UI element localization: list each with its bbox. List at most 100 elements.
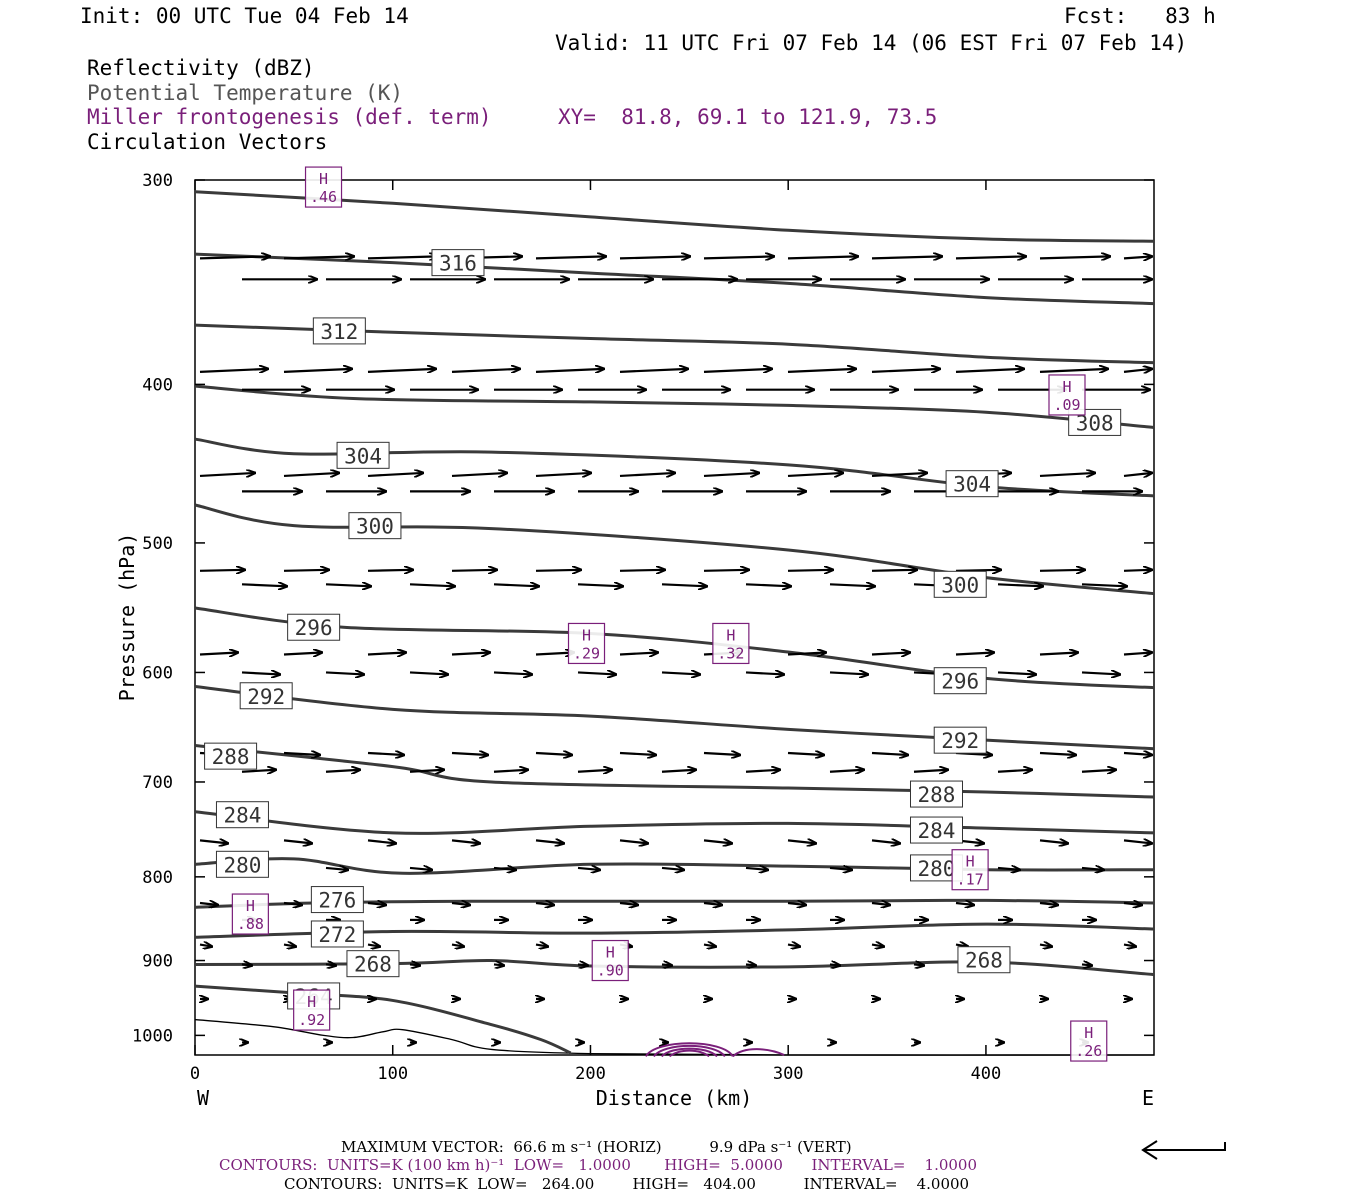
circulation-vector — [871, 840, 900, 843]
circulation-vector — [367, 369, 436, 372]
y-tick-label: 400 — [142, 375, 173, 395]
circulation-vector — [325, 770, 360, 772]
circulation-vector — [283, 903, 302, 905]
circulation-vector — [871, 570, 917, 571]
contour-label-box — [310, 920, 364, 948]
circulation-vector — [1081, 584, 1127, 586]
circulation-vector — [493, 584, 539, 586]
maximum-box — [712, 622, 750, 665]
x-tick-label: 100 — [377, 1064, 408, 1084]
circulation-vector — [1123, 369, 1152, 372]
circulation-vector — [241, 672, 280, 674]
circulation-vector — [409, 770, 444, 772]
circulation-vector — [871, 903, 890, 905]
circulation-vector — [1123, 903, 1142, 905]
circulation-vector — [787, 369, 856, 372]
west-label: W — [197, 1086, 210, 1110]
contour-label: 292 — [941, 729, 979, 753]
circulation-vector — [283, 840, 312, 843]
maximum-label: H — [726, 626, 735, 644]
circulation-vector — [283, 945, 296, 947]
maximum-label: H — [966, 853, 975, 871]
circulation-vector — [619, 840, 648, 843]
circulation-vector — [703, 256, 774, 258]
circulation-vector — [199, 652, 238, 654]
theta-contour-316 — [194, 252, 1155, 306]
circulation-vector — [619, 903, 638, 905]
circulation-vector — [745, 868, 768, 870]
frontogenesis-contour — [660, 1047, 718, 1058]
circulation-vector — [703, 369, 772, 372]
maximum-value: .46 — [310, 188, 337, 206]
legend-reflectivity: Reflectivity (dBZ) — [87, 56, 315, 80]
circulation-vector — [283, 570, 329, 571]
frontogenesis-contour — [732, 1048, 785, 1058]
contour-label: 300 — [941, 573, 979, 597]
circulation-vector — [535, 369, 604, 372]
y-axis-title: Pressure (hPa) — [115, 533, 139, 702]
circulation-vector — [955, 369, 1024, 372]
y-tick-label: 700 — [142, 773, 173, 793]
maximum-value: .32 — [717, 644, 744, 662]
circulation-vector — [199, 570, 245, 571]
contour-label-box — [909, 816, 963, 844]
cross-section-chart: 3163123083043043003002962962922922882882… — [115, 166, 1155, 1110]
plot-frame — [194, 179, 1155, 1056]
circulation-vector — [829, 672, 868, 674]
contour-label: 312 — [320, 320, 358, 344]
circulation-vector — [829, 964, 840, 965]
circulation-vector — [493, 672, 532, 674]
circulation-vector — [1039, 945, 1052, 947]
circulation-vector — [577, 964, 588, 965]
circulation-vector — [1039, 753, 1076, 755]
east-label: E — [1142, 1086, 1154, 1110]
terrain-line — [194, 1018, 1155, 1056]
y-tick-label: 1000 — [132, 1026, 173, 1046]
ground-surface — [194, 1018, 1155, 1056]
circulation-vector — [535, 903, 554, 905]
circulation-vector — [955, 903, 974, 905]
circulation-vector — [745, 770, 780, 772]
circulation-vector — [1081, 672, 1120, 674]
contour-label: 316 — [439, 252, 477, 276]
contour-label: 300 — [356, 515, 394, 539]
circulation-vector — [1123, 945, 1136, 947]
circulation-vector — [661, 770, 696, 772]
circulation-vector — [325, 964, 336, 965]
legend-theta: Potential Temperature (K) — [87, 81, 404, 105]
circulation-vector — [871, 652, 910, 654]
circulation-vector — [619, 570, 665, 571]
contour-label-box — [909, 780, 963, 808]
maximum-value: .17 — [957, 871, 984, 889]
circulation-vector — [871, 369, 940, 372]
contour-label-box — [957, 946, 1011, 974]
circulation-vector — [913, 770, 948, 772]
circulation-vector — [997, 672, 1036, 674]
contour-label-box — [346, 950, 400, 978]
contour-label-box — [933, 667, 987, 695]
maximum-box — [231, 893, 269, 935]
y-tick-label: 900 — [142, 952, 173, 972]
circulation-vector — [619, 652, 658, 654]
circulation-vector — [1039, 652, 1078, 654]
theta-contour-292 — [194, 685, 1155, 751]
contour-label: 268 — [965, 949, 1003, 973]
circulation-vector — [1123, 652, 1152, 654]
maximum-box — [567, 622, 606, 665]
circulation-vector — [199, 840, 228, 843]
circulation-vector — [1123, 753, 1152, 755]
reference-vector-arrow — [1141, 1140, 1226, 1160]
frontogenesis-contours — [644, 1042, 785, 1058]
maximum-box — [591, 939, 629, 982]
contour-label-box — [933, 726, 987, 754]
contour-label: 304 — [344, 444, 382, 468]
contour-label: 280 — [223, 853, 261, 877]
circulation-vector — [577, 770, 612, 772]
circulation-vector — [1081, 868, 1104, 870]
contour-label-box — [312, 317, 366, 345]
contour-label: 292 — [247, 685, 285, 709]
circulation-vector — [493, 964, 504, 965]
theta-contour-300 — [194, 503, 1155, 596]
maximum-label: H — [307, 993, 316, 1011]
contour-label-box — [431, 249, 485, 277]
